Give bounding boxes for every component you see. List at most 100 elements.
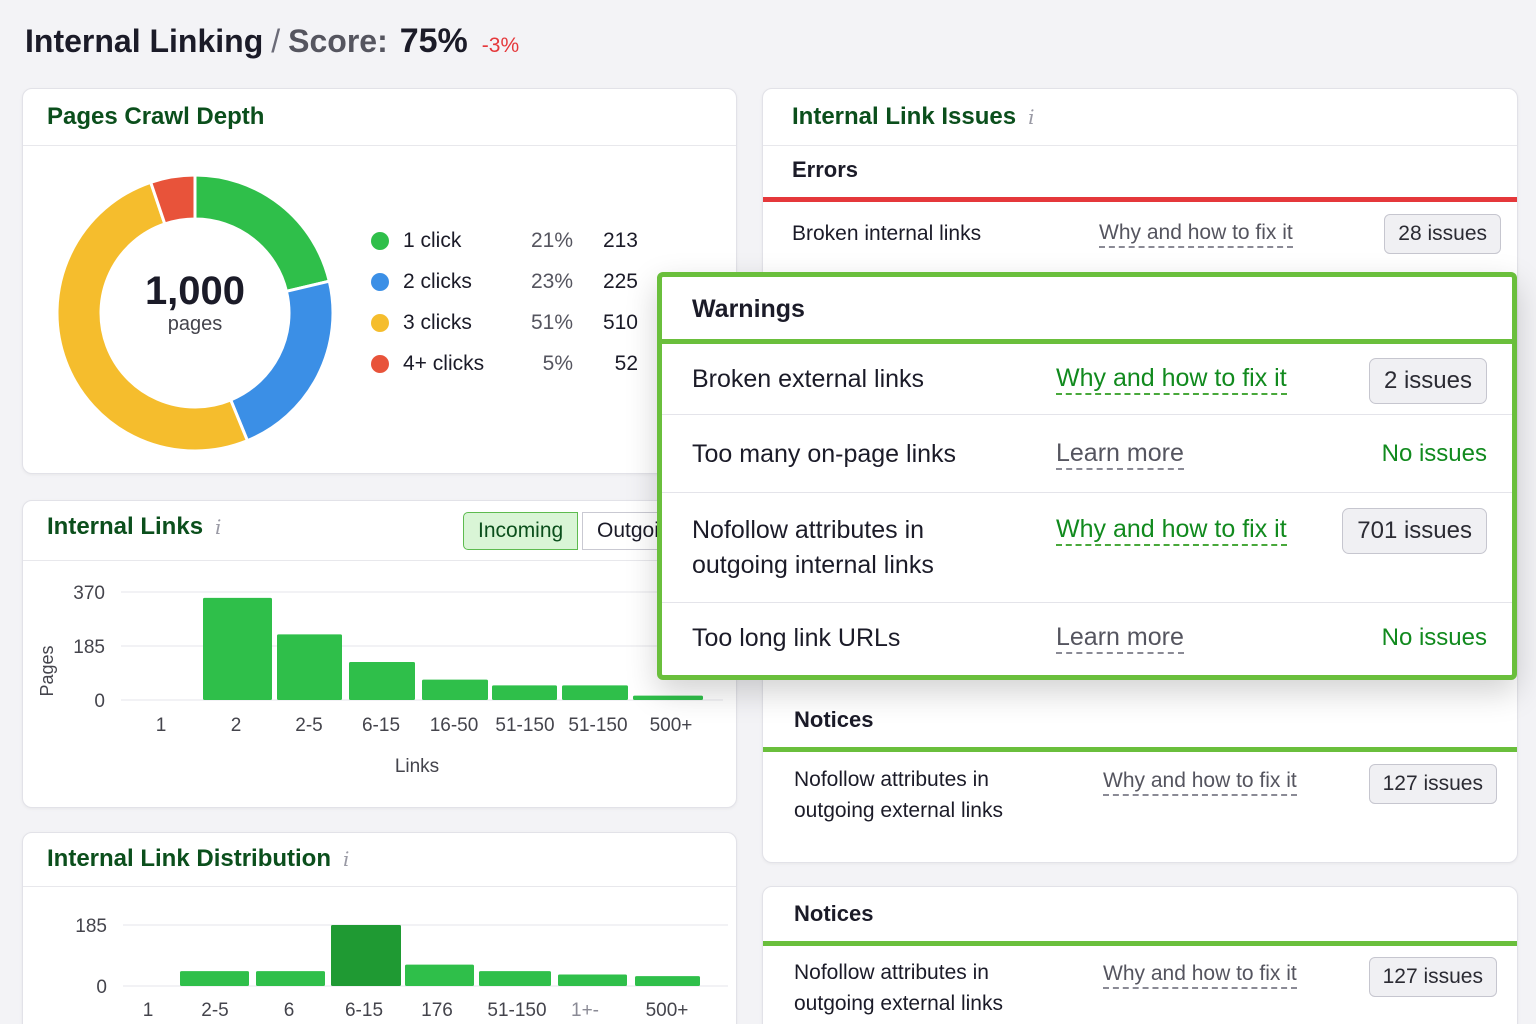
warnings-title: Warnings xyxy=(692,295,805,323)
legend-row[interactable]: 4+ clicks 5% 52 xyxy=(371,349,638,379)
issue-name: Too many on-page links xyxy=(692,440,957,468)
warnings-panel: Warnings Broken external links Why and h… xyxy=(657,272,1517,680)
issues-badge[interactable]: 2 issues xyxy=(1368,358,1487,404)
fix-link[interactable]: Why and how to fix it xyxy=(1099,220,1293,248)
issues-badge[interactable]: 28 issues xyxy=(1384,214,1501,254)
issue-name-line1: Nofollow attributes in xyxy=(794,768,989,791)
x-tick-label: 1 xyxy=(143,1000,154,1021)
card-divider xyxy=(23,145,736,146)
crawl-depth-title: Pages Crawl Depth xyxy=(47,103,265,130)
notices-label: Notices xyxy=(794,707,874,732)
notices-label: Notices xyxy=(794,901,874,926)
legend-count: 52 xyxy=(614,352,638,375)
fix-link[interactable]: Why and how to fix it xyxy=(1056,514,1287,546)
internal-links-title: Internal Links xyxy=(47,513,204,540)
bar[interactable] xyxy=(405,964,474,986)
crawl-depth-card: Pages Crawl Depth 1,000 pages 1 click 21%… xyxy=(22,88,737,474)
bar[interactable] xyxy=(492,685,557,700)
row-divider xyxy=(662,602,1512,603)
issues-badge[interactable]: 127 issues xyxy=(1368,764,1497,804)
internal-links-chart: 0 185 370 1 2 2-5 6-15 16-50 51-150 51-150 500+ Lin… xyxy=(37,583,723,777)
legend-pct: 21% xyxy=(530,229,573,252)
x-tick-label: 2-5 xyxy=(295,715,322,736)
legend-count: 510 xyxy=(602,311,638,334)
card-divider xyxy=(23,886,736,887)
link-distribution-card: Internal Link Distribution i 0 185 1 2-5 6 6-1… xyxy=(22,832,737,1024)
issues-badge[interactable]: 701 issues xyxy=(1342,508,1487,554)
legend-row[interactable]: 3 clicks 51% 510 xyxy=(371,308,638,338)
legend-label: 3 clicks xyxy=(403,311,472,334)
issue-name: Broken external links xyxy=(692,365,925,393)
learn-more-link[interactable]: Learn more xyxy=(1056,622,1184,654)
fix-link[interactable]: Why and how to fix it xyxy=(1056,363,1287,395)
x-tick-label: 500+ xyxy=(650,715,693,736)
issue-name-line1: Nofollow attributes in xyxy=(794,961,989,984)
legend-dot-icon xyxy=(371,314,389,332)
legend-dot-icon xyxy=(371,273,389,291)
legend-row[interactable]: 2 clicks 23% 225 xyxy=(371,267,638,297)
score-delta: -3% xyxy=(481,34,520,57)
info-icon[interactable]: i xyxy=(1028,105,1035,129)
x-tick-label: 1+- xyxy=(571,1000,599,1021)
y-tick-label: 185 xyxy=(75,916,107,937)
y-axis-label: Pages xyxy=(37,645,57,696)
donut-total: 1,000 xyxy=(144,269,246,313)
bar[interactable] xyxy=(558,974,627,986)
card-divider xyxy=(23,560,736,561)
x-tick-label: 500+ xyxy=(646,1000,689,1021)
bar[interactable] xyxy=(633,695,703,700)
issues-badge[interactable]: 127 issues xyxy=(1368,957,1497,997)
issue-name-line2: outgoing external links xyxy=(794,799,1003,822)
bar[interactable] xyxy=(203,597,272,700)
x-tick-label: 1 xyxy=(156,715,167,736)
bar[interactable] xyxy=(331,925,401,986)
no-issues-status: No issues xyxy=(1381,440,1487,467)
issue-name-line1: Nofollow attributes in xyxy=(692,516,925,544)
x-tick-label: 2-5 xyxy=(201,1000,228,1021)
internal-links-heading: Internal Links i xyxy=(47,513,221,541)
donut-slice[interactable] xyxy=(55,180,250,453)
card-divider xyxy=(763,145,1517,146)
legend-pct: 23% xyxy=(530,270,573,293)
learn-more-link[interactable]: Learn more xyxy=(1056,438,1184,470)
bar[interactable] xyxy=(635,976,700,986)
errors-label: Errors xyxy=(792,157,859,182)
crawl-depth-donut xyxy=(55,173,335,453)
bar[interactable] xyxy=(422,679,488,700)
bar[interactable] xyxy=(277,634,342,700)
legend-row[interactable]: 1 click 21% 213 xyxy=(371,226,638,256)
x-tick-label: 2 xyxy=(231,715,242,736)
y-tick-label: 0 xyxy=(96,977,107,998)
link-issues-title: Internal Link Issues xyxy=(792,103,1017,130)
x-tick-label: 6-15 xyxy=(362,715,400,736)
issue-name: Too long link URLs xyxy=(692,624,901,652)
bar[interactable] xyxy=(479,971,551,986)
legend-label: 2 clicks xyxy=(403,270,472,293)
notices-card: Notices Nofollow attributes in outgoing … xyxy=(762,886,1518,1024)
donut-slice[interactable] xyxy=(148,173,197,226)
x-tick-label: 51-150 xyxy=(568,715,627,736)
notices-bar xyxy=(763,941,1517,946)
legend-dot-icon xyxy=(371,232,389,250)
legend-pct: 5% xyxy=(542,352,573,375)
info-icon[interactable]: i xyxy=(215,515,222,539)
row-divider xyxy=(662,414,1512,415)
notice-row-nofollow-external: Nofollow attributes in outgoing external… xyxy=(763,752,1517,852)
bar[interactable] xyxy=(180,971,249,986)
warnings-bar xyxy=(662,339,1512,344)
x-tick-label: 6-15 xyxy=(345,1000,383,1021)
score-label: Score: xyxy=(288,23,388,59)
donut-center: 1,000 pages xyxy=(105,269,285,336)
toggle-incoming[interactable]: Incoming xyxy=(463,512,579,550)
bar[interactable] xyxy=(349,662,415,700)
bar[interactable] xyxy=(256,971,325,986)
info-icon[interactable]: i xyxy=(343,847,350,871)
bar[interactable] xyxy=(562,685,628,700)
fix-link[interactable]: Why and how to fix it xyxy=(1103,961,1297,989)
page-header: Internal Linking / Score: 75% -3% xyxy=(25,22,519,61)
errors-bar xyxy=(763,197,1517,202)
fix-link[interactable]: Why and how to fix it xyxy=(1103,768,1297,796)
legend-count: 225 xyxy=(602,270,638,293)
y-tick-label: 185 xyxy=(73,637,105,658)
y-tick-label: 370 xyxy=(73,583,105,604)
